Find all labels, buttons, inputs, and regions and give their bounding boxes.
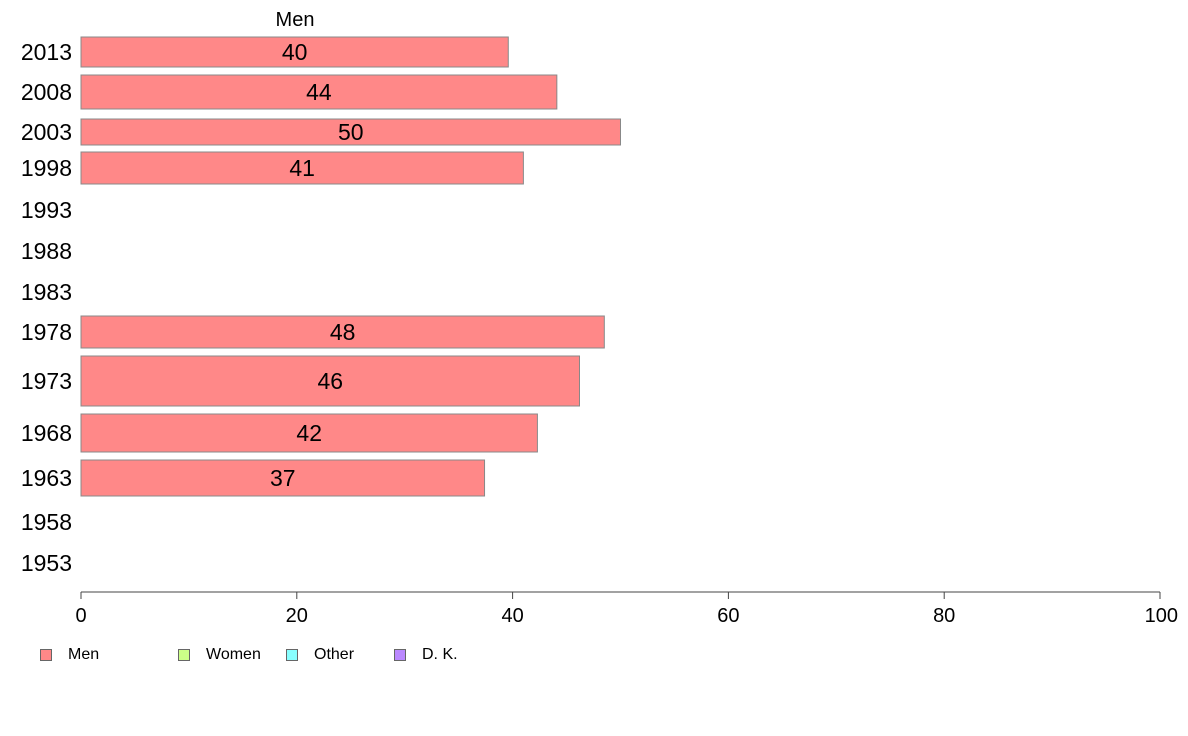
x-tick-label-80: 80	[933, 605, 955, 627]
legend: Men Women Other D. K.	[40, 646, 458, 664]
bar-2003	[80, 118, 621, 146]
bar-1968	[80, 413, 538, 453]
bar-1978	[80, 315, 605, 349]
y-tick-label-1963: 1963	[21, 465, 72, 491]
legend-label-women: Women	[206, 646, 261, 663]
bar-1963	[80, 459, 486, 497]
legend-swatch-women	[178, 649, 190, 661]
bar-value-label-2013: 40	[282, 39, 308, 65]
x-tick-label-40: 40	[501, 605, 523, 627]
y-tick-label-1968: 1968	[21, 420, 72, 446]
x-tick-label-0: 0	[75, 605, 86, 627]
legend-item-women: Women	[178, 646, 286, 664]
y-tick-label-2003: 2003	[21, 119, 72, 145]
y-tick-label-1958: 1958	[21, 509, 72, 535]
legend-swatch-other	[286, 649, 298, 661]
legend-label-other: Other	[314, 646, 355, 663]
y-tick-label-1988: 1988	[21, 238, 72, 264]
y-tick-label-1953: 1953	[21, 550, 72, 576]
x-tick-label-60: 60	[717, 605, 739, 627]
y-tick-label-1973: 1973	[21, 368, 72, 394]
y-tick-label-2008: 2008	[21, 79, 72, 105]
bar-value-label-1998: 41	[289, 155, 315, 181]
legend-item-dk: D. K.	[394, 646, 458, 664]
bar-value-label-1968: 42	[296, 420, 322, 446]
legend-label-men: Men	[68, 646, 100, 663]
bar-value-label-1963: 37	[270, 465, 296, 491]
y-tick-label-1983: 1983	[21, 279, 72, 305]
bar-value-label-1973: 46	[317, 368, 343, 394]
y-tick-label-1978: 1978	[21, 319, 72, 345]
bar-2008	[80, 74, 558, 110]
legend-swatch-men	[40, 649, 52, 661]
x-tick-label-100: 100	[1145, 605, 1178, 627]
bar-1973	[80, 355, 580, 407]
legend-item-other: Other	[286, 646, 394, 664]
y-tick-label-2013: 2013	[21, 39, 72, 65]
bar-value-label-2003: 50	[338, 119, 364, 145]
y-tick-label-1998: 1998	[21, 155, 72, 181]
y-tick-label-1993: 1993	[21, 197, 72, 223]
bar-2013	[80, 36, 509, 68]
bar-value-label-2008: 44	[306, 79, 332, 105]
x-tick-label-20: 20	[286, 605, 308, 627]
legend-swatch-dk	[394, 649, 406, 661]
bar-value-label-1978: 48	[330, 319, 356, 345]
legend-item-men: Men	[40, 646, 178, 664]
chart-title: Men	[276, 9, 315, 31]
bar-1998	[80, 151, 524, 185]
legend-label-dk: D. K.	[422, 646, 458, 663]
